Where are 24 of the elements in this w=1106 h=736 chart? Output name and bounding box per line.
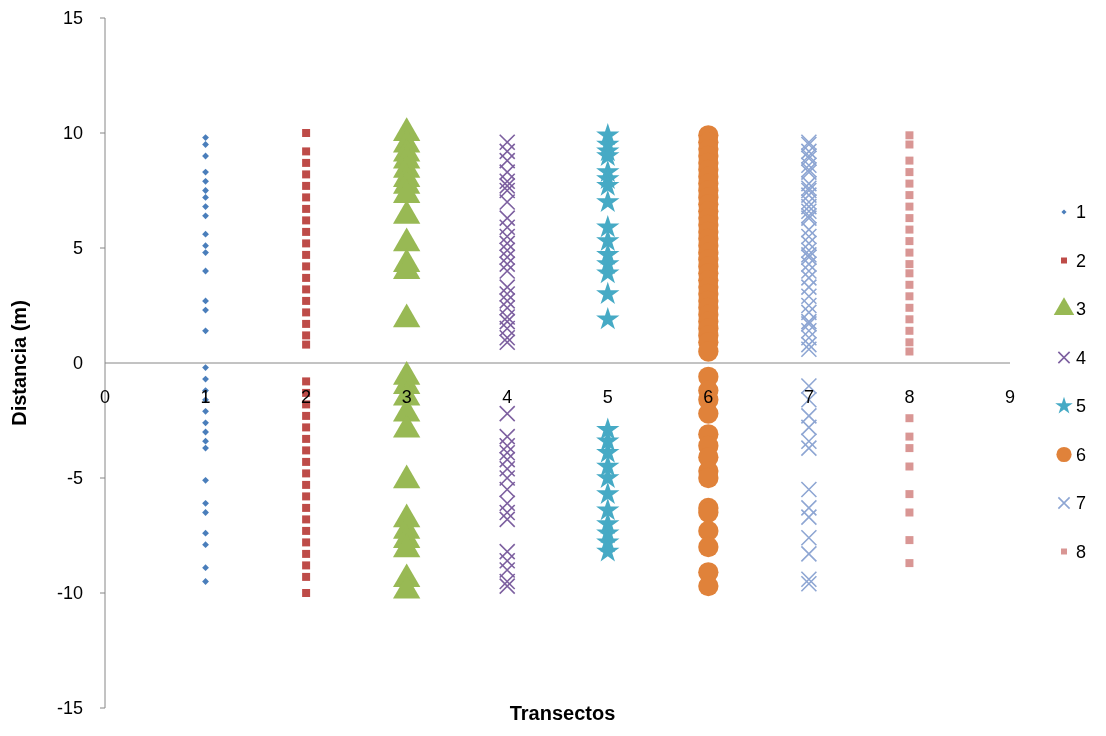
x-axis-title: Transectos <box>509 702 616 724</box>
y-tick-label: -10 <box>56 583 83 604</box>
legend-label: 4 <box>1076 347 1087 368</box>
y-tick-label: 5 <box>72 238 83 259</box>
x-tick-label: 6 <box>703 387 714 407</box>
x-tick-label: 7 <box>803 387 814 407</box>
y-tick-label: -15 <box>56 698 83 719</box>
legend-label: 2 <box>1076 250 1087 271</box>
y-axis-title: Distancia (m) <box>8 300 30 426</box>
x-tick-label: 3 <box>401 387 412 407</box>
legend-label: 6 <box>1076 444 1087 465</box>
legend-label: 8 <box>1076 541 1087 562</box>
y-tick-label: -5 <box>66 468 83 489</box>
x-tick-label: 0 <box>99 387 111 407</box>
x-tick-label: 5 <box>602 387 613 407</box>
y-tick-label: 10 <box>62 123 83 144</box>
x-tick-label: 9 <box>1004 387 1016 407</box>
x-tick-label: 4 <box>502 387 513 407</box>
x-tick-label: 8 <box>904 387 915 407</box>
y-tick-label: 15 <box>62 8 83 29</box>
y-tick-label: 0 <box>72 353 83 374</box>
legend-label: 7 <box>1076 493 1087 514</box>
legend-label: 3 <box>1076 299 1087 320</box>
legend-label: 1 <box>1076 202 1087 223</box>
